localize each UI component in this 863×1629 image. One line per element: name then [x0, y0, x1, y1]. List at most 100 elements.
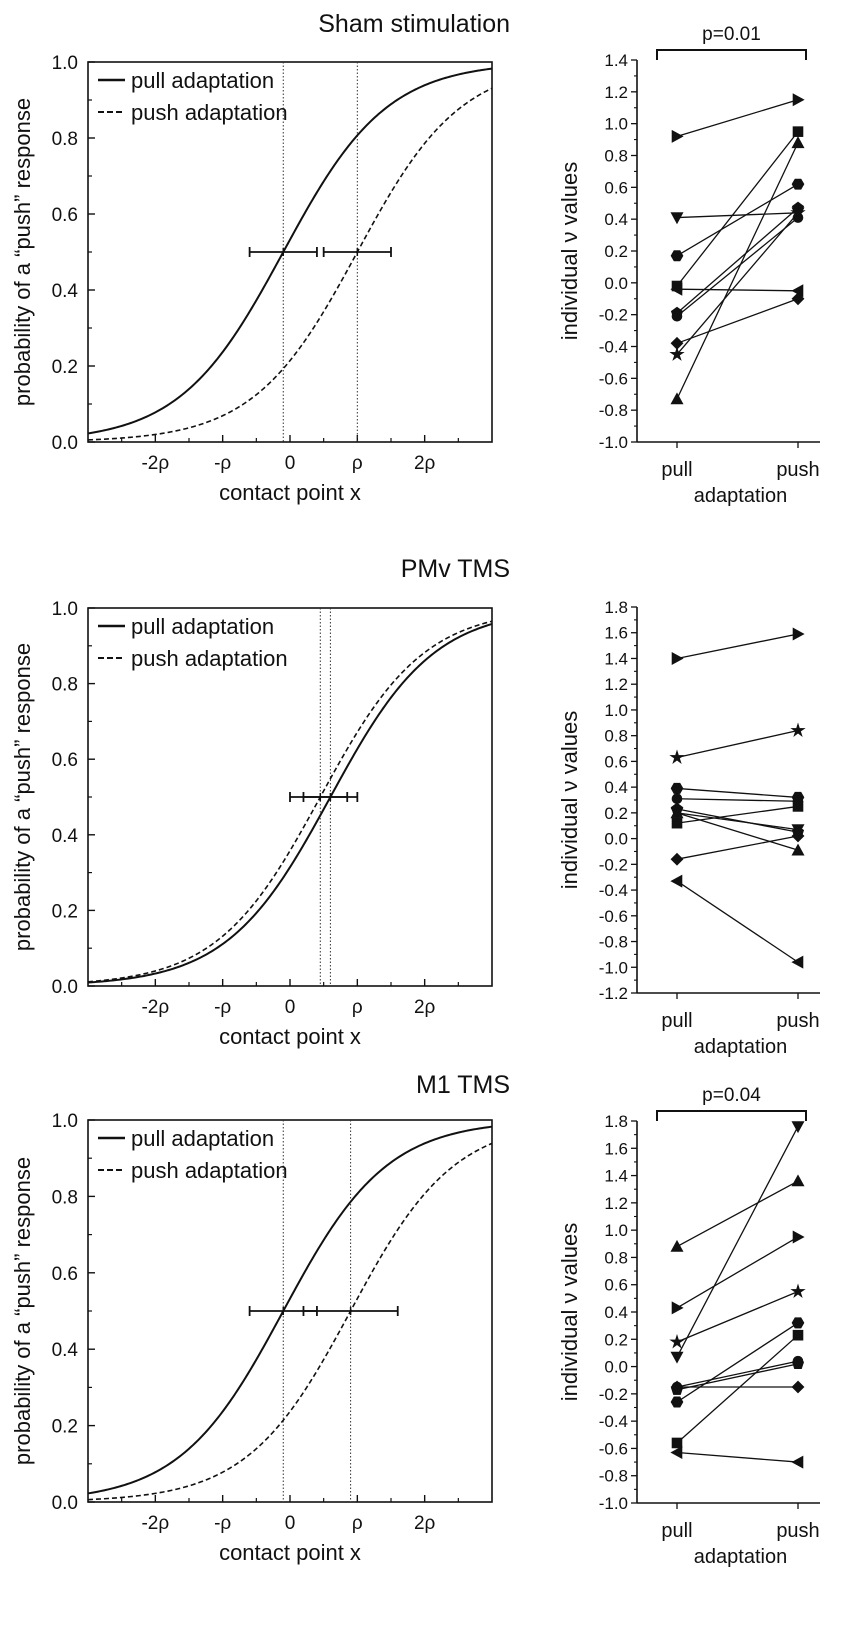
subject-line [676, 1236, 799, 1309]
psychometric-plot-m1: 0.0 0.2 0.4 0.6 0.8 1.0 -2ρ -ρ 0 ρ 2ρ contact point… [10, 1111, 493, 1565]
subject-line [676, 1451, 799, 1463]
y-tick-label: 1.2 [604, 83, 628, 102]
star-marker [669, 749, 685, 765]
subject-line [676, 288, 799, 292]
triangle-right-marker [671, 1301, 684, 1315]
subject-line [676, 1322, 799, 1403]
y-axis-label: individual ν values [557, 1223, 582, 1402]
y-tick-label: 0.2 [52, 901, 78, 922]
y-tick-label: 0.0 [604, 830, 628, 849]
push-adaptation-curve [87, 620, 493, 983]
diamond-marker [670, 852, 684, 866]
y-axis-label: probability of a “push” response [10, 1157, 35, 1465]
y-axis-label: individual ν values [557, 711, 582, 890]
psychometric-plot-pmv: 0.0 0.2 0.4 0.6 0.8 1.0 -2ρ -ρ 0 ρ 2ρ contact point… [10, 599, 493, 1049]
y-tick-label: 0.2 [604, 242, 628, 261]
triangle-right-marker [671, 129, 684, 143]
y-tick-label: -0.2 [599, 1385, 628, 1404]
triangle-left-marker [791, 955, 804, 969]
y-tick-label: -0.6 [599, 369, 628, 388]
individual-values-plot-pmv: -1.2 -1.0 -0.8 -0.6 -0.4 -0.2 0.0 0.2 0.4 0.6 0.8 1… [557, 598, 820, 1058]
subject-line [676, 212, 799, 355]
subject-line [676, 880, 799, 963]
y-tick-label: 0.6 [604, 752, 628, 771]
star-marker [669, 1333, 685, 1349]
y-tick-label: -0.2 [599, 306, 628, 325]
x-tick-label: -2ρ [141, 453, 169, 474]
panel-title-sham: Sham stimulation [318, 10, 510, 38]
pull-adaptation-curve [87, 623, 493, 984]
y-tick-label: 0.8 [604, 727, 628, 746]
y-tick-label: 0.2 [52, 1417, 78, 1438]
y-tick-label: 1.0 [604, 1221, 628, 1240]
legend-push-label: push adaptation [131, 100, 288, 125]
y-tick-label: 0.4 [52, 826, 79, 847]
x-axis-label: contact point x [219, 1540, 361, 1565]
subject-line [676, 142, 799, 400]
subject-line [676, 805, 799, 824]
x-tick-label: -2ρ [141, 1513, 169, 1534]
x-tick-label: push [776, 1010, 819, 1032]
hexagon-marker [670, 1396, 684, 1408]
triangle-left-marker [670, 874, 683, 888]
star-marker [790, 722, 806, 738]
triangle-left-marker [670, 282, 683, 296]
subject-line [676, 1363, 799, 1391]
y-tick-label: 0.0 [52, 977, 78, 998]
y-tick-label: 0.4 [604, 778, 628, 797]
diamond-marker [791, 829, 805, 843]
legend-pull-label: pull adaptation [131, 614, 274, 639]
y-tick-label: 0.2 [604, 804, 628, 823]
y-tick-label: 1.4 [604, 51, 628, 70]
triangle-left-marker [791, 1455, 804, 1469]
subject-line [676, 812, 799, 831]
triangle-right-marker [671, 651, 684, 666]
x-tick-label: push [776, 1520, 819, 1542]
x-tick-label: 0 [285, 453, 296, 474]
y-tick-label: 1.8 [604, 598, 628, 617]
y-tick-label: 0.4 [52, 1340, 79, 1361]
x-tick-label: 2ρ [414, 453, 436, 474]
subject-line [676, 217, 799, 317]
subject-line [676, 1360, 799, 1388]
y-tick-label: 1.4 [604, 1167, 628, 1186]
hexagon-marker [791, 1317, 805, 1329]
x-tick-label: 0 [285, 1513, 296, 1534]
y-tick-label: 0.2 [604, 1330, 628, 1349]
x-axis-label: adaptation [694, 1036, 787, 1058]
square-marker [792, 801, 804, 812]
x-axis-label: adaptation [694, 485, 787, 507]
y-tick-label: -1.0 [599, 433, 628, 452]
y-tick-label: 1.2 [604, 1194, 628, 1213]
pull-adaptation-curve [87, 67, 493, 435]
significance-bracket [656, 1110, 807, 1121]
triangle-up-marker [670, 392, 684, 405]
subject-line [676, 1180, 799, 1248]
subject-line [676, 207, 799, 314]
x-axis-label: adaptation [694, 1546, 787, 1568]
y-tick-label: -0.6 [599, 907, 628, 926]
y-tick-label: 0.4 [604, 1303, 628, 1322]
hexagon-marker [670, 250, 684, 262]
y-axis-label: individual ν values [557, 162, 582, 341]
y-tick-label: 0.2 [52, 357, 78, 378]
y-tick-label: 1.0 [604, 701, 628, 720]
pentagon-marker [791, 1357, 805, 1369]
triangle-down-marker [791, 1121, 805, 1134]
subject-line [676, 787, 799, 799]
y-tick-label: 0.0 [604, 1358, 628, 1377]
square-marker [671, 1437, 683, 1449]
y-tick-label: 1.0 [604, 115, 628, 134]
diamond-marker [670, 336, 684, 350]
x-tick-label: pull [661, 1010, 692, 1032]
significance-bracket [656, 49, 807, 60]
star-marker [790, 1283, 806, 1299]
y-tick-label: 1.0 [52, 1111, 78, 1132]
triangle-right-marker [792, 1230, 805, 1244]
y-tick-label: -0.8 [599, 933, 628, 952]
square-marker [792, 1329, 804, 1341]
subject-line [676, 1290, 799, 1343]
triangle-down-marker [670, 1351, 684, 1364]
pull-adaptation-curve [87, 1125, 493, 1495]
y-tick-label: 0.8 [52, 675, 78, 696]
